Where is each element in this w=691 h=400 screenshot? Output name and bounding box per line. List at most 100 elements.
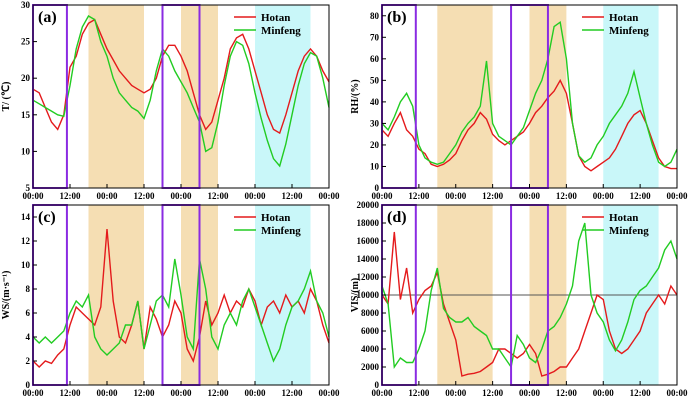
series-line-minfeng [381,222,678,369]
y-tick-label: 6 [26,308,31,318]
legend-label-minfeng: Minfeng [261,25,301,37]
y-tick-label: 6000 [361,326,380,336]
panel-a: 5 10 15 20 25 30 00:00 12:00 00:00 12:00 00:00 12:0… [1,0,340,201]
legend-label-minfeng: Minfeng [261,225,301,237]
y-tick-label: 12 [21,236,31,246]
x-tick-label: 12:00 [134,191,155,201]
series-line-hotan [32,18,330,135]
x-tick-label: 00:00 [171,388,192,398]
y-tick-label: 8000 [361,308,380,318]
highlight-box [32,4,68,189]
x-tick-label: 00:00 [319,191,340,201]
legend-label-minfeng: Minfeng [609,225,649,237]
y-axis-label: VIS/(m) [350,278,361,312]
y-tick-label: 10 [21,260,31,270]
series-line-hotan [32,228,330,368]
x-tick-label: 00:00 [593,388,614,398]
y-tick-label: 40 [370,97,380,107]
y-tick-label: 15 [21,110,31,120]
y-tick-label: 2000 [361,362,380,372]
y-tick-label: 4000 [361,344,380,354]
x-tick-label: 12:00 [134,388,155,398]
y-tick-label: 80 [370,11,380,21]
x-tick-label: 00:00 [519,191,540,201]
panel-b: 0 10 20 30 40 50 60 70 80 00:00 12:00 00:00 12:00 00:… [350,4,688,201]
y-tick-label: 30 [21,0,31,10]
y-tick-label: 20 [21,73,31,83]
y-tick-label: 5 [26,183,31,193]
x-tick-label: 00:00 [97,388,118,398]
panel-label: (a) [38,9,57,26]
orange-band [88,205,144,385]
legend-label-hotan: Hotan [261,212,290,224]
x-tick-label: 12:00 [282,191,303,201]
x-tick-label: 12:00 [60,191,81,201]
x-tick-label: 00:00 [445,191,466,201]
x-tick-label: 12:00 [208,388,229,398]
y-tick-label: 10 [21,146,31,156]
y-tick-label: 20 [370,140,380,150]
y-tick-label: 14 [21,212,31,222]
x-tick-label: 00:00 [319,388,340,398]
orange-band [88,5,144,188]
y-tick-label: 10 [370,161,380,171]
x-tick-label: 00:00 [23,388,44,398]
y-tick-label: 25 [21,37,31,47]
x-tick-label: 00:00 [667,191,688,201]
x-tick-label: 12:00 [282,388,303,398]
y-tick-label: 70 [370,32,380,42]
x-tick-label: 00:00 [667,388,688,398]
x-tick-label: 00:00 [171,191,192,201]
x-tick-label: 12:00 [630,191,651,201]
series-line-minfeng [381,20,678,168]
x-tick-label: 00:00 [97,191,118,201]
x-tick-label: 00:00 [593,191,614,201]
x-tick-label: 12:00 [556,388,577,398]
panel-label: (c) [38,209,56,226]
panel-label: (b) [387,9,407,26]
y-axis-label: WS/(m·s⁻¹) [1,271,12,320]
y-tick-label: 60 [370,54,380,64]
y-tick-label: 2 [26,356,31,366]
x-tick-label: 00:00 [245,191,266,201]
y-tick-label: 20000 [357,200,380,210]
y-tick-label: 14000 [357,254,380,264]
panel-d: 0 2000 4000 6000 8000 10000 12000 14000 16000 180… [350,200,688,398]
y-tick-label: 4 [26,332,31,342]
y-tick-label: 8 [26,284,31,294]
y-tick-label: 30 [370,118,380,128]
x-tick-label: 12:00 [482,388,503,398]
panel-label: (d) [387,209,407,226]
y-tick-label: 18000 [357,218,380,228]
y-tick-label: 0 [375,380,380,390]
y-tick-label: 16000 [357,236,380,246]
legend-label-hotan: Hotan [609,212,638,224]
x-tick-label: 12:00 [408,388,429,398]
x-tick-label: 12:00 [208,191,229,201]
y-axis-label: RH/(%) [350,79,361,113]
x-tick-label: 00:00 [519,388,540,398]
highlight-box [32,204,68,386]
x-tick-label: 00:00 [372,388,393,398]
x-tick-label: 12:00 [482,191,503,201]
x-tick-label: 12:00 [630,388,651,398]
highlight-box [381,4,417,189]
legend-label-minfeng: Minfeng [609,25,649,37]
y-axis-label: T/ (℃) [1,82,12,112]
x-tick-label: 00:00 [245,388,266,398]
x-tick-label: 00:00 [445,388,466,398]
y-tick-label: 50 [370,75,380,85]
y-tick-label: 0 [26,380,31,390]
panel-c: 0 2 4 6 8 10 12 14 00:00 12:00 00:00 12:00 00:00 12:0… [1,204,340,398]
x-tick-label: 00:00 [23,191,44,201]
legend-label-hotan: Hotan [261,12,290,24]
x-tick-label: 12:00 [556,191,577,201]
orange-band [437,5,493,188]
series-line-minfeng [32,15,330,168]
y-tick-label: 10000 [357,290,380,300]
x-tick-label: 00:00 [372,191,393,201]
series-line-hotan [381,78,677,172]
y-tick-label: 0 [375,183,380,193]
x-tick-label: 12:00 [60,388,81,398]
